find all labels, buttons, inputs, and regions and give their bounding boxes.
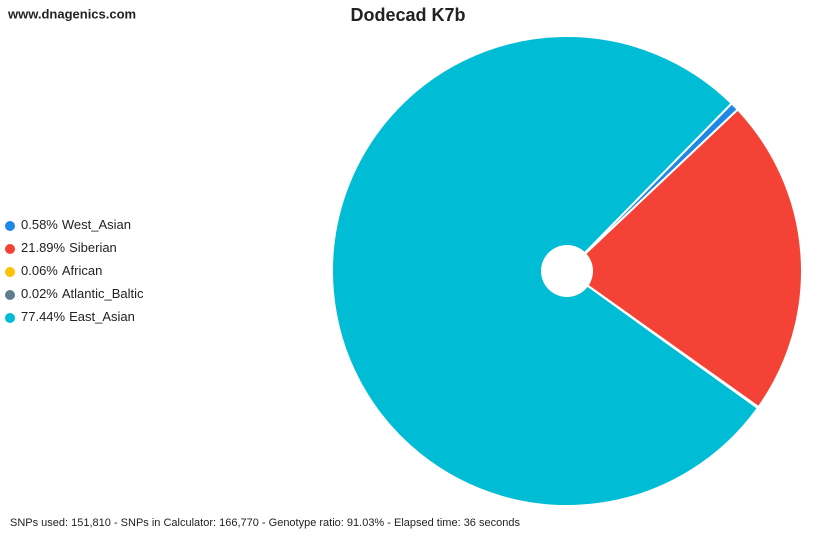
legend-label: Siberian: [69, 240, 117, 255]
legend-label: African: [62, 263, 102, 278]
legend-marker: [5, 290, 15, 300]
legend-marker: [5, 221, 15, 231]
legend-value: 0.02%: [21, 286, 58, 301]
legend-marker: [5, 267, 15, 277]
footer: SNPs used: 151,810 - SNPs in Calculator:…: [10, 517, 520, 529]
legend-label: Atlantic_Baltic: [62, 286, 144, 301]
legend-entry: 0.58% West_Asian: [21, 217, 131, 232]
legend-entry: 0.02% Atlantic_Baltic: [21, 286, 144, 301]
legend-entry: 21.89% Siberian: [21, 240, 117, 255]
chart-title: Dodecad K7b: [350, 5, 465, 25]
legend-value: 21.89%: [21, 240, 66, 255]
pie-hole: [541, 245, 593, 297]
legend-marker: [5, 244, 15, 254]
legend: 0.58% West_Asian 21.89% Siberian 0.06% Africa…: [5, 217, 144, 324]
legend-entry: 77.44% East_Asian: [21, 309, 135, 324]
legend-value: 0.06%: [21, 263, 58, 278]
legend-label: East_Asian: [69, 309, 135, 324]
legend-label: West_Asian: [62, 217, 131, 232]
pie-slice: [565, 108, 803, 409]
legend-value: 77.44%: [21, 309, 66, 324]
legend-entry: 0.06% African: [21, 263, 102, 278]
legend-marker: [5, 313, 15, 323]
source: www.dnagenics.com: [7, 6, 136, 21]
legend-value: 0.58%: [21, 217, 58, 232]
